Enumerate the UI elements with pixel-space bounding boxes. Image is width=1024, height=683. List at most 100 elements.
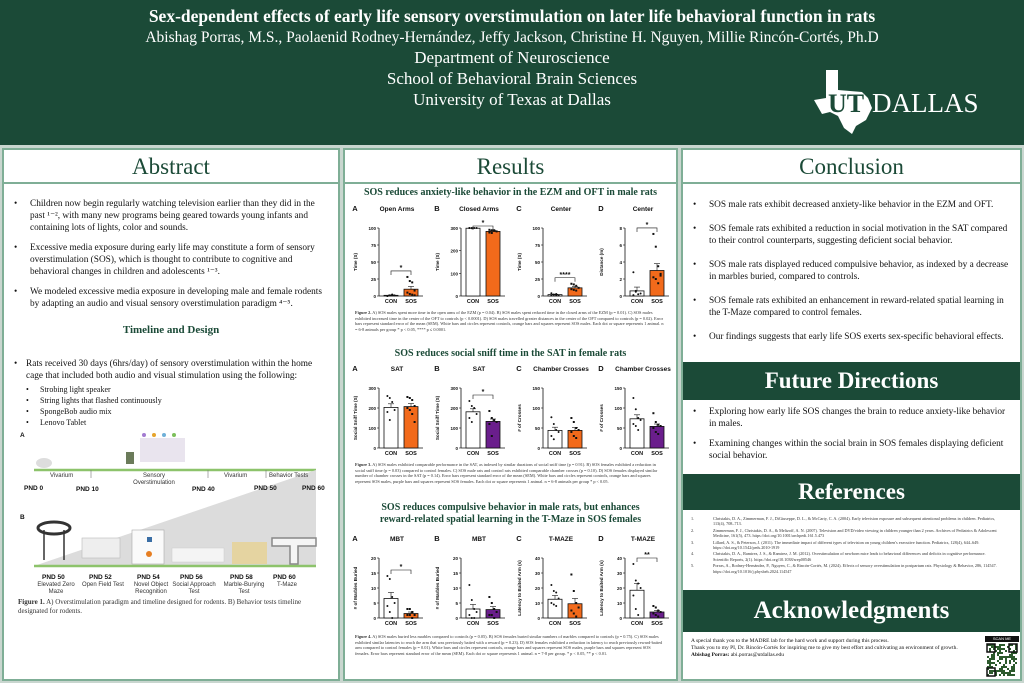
qr-module — [1009, 660, 1011, 662]
qr-module — [1005, 672, 1007, 674]
contact-email[interactable]: abi.porras@utdallas.edu — [730, 652, 785, 658]
fig1-label-a: A — [20, 432, 25, 439]
data-point — [493, 419, 496, 421]
qr-module — [1005, 656, 1007, 658]
qr-module — [1009, 662, 1011, 664]
data-point — [657, 423, 660, 426]
test-pnd-label: PND 50 — [42, 574, 65, 581]
x-tick-label: CON — [385, 451, 397, 457]
data-point — [490, 602, 493, 604]
chart-title: SAT — [473, 366, 486, 373]
data-point — [570, 431, 573, 433]
data-point — [637, 293, 640, 296]
qr-module — [997, 670, 999, 672]
acknowledgments-heading: Acknowledgments — [683, 590, 1020, 632]
qr-module — [1009, 656, 1011, 658]
pnd-label: PND 0 — [24, 485, 44, 492]
data-point — [577, 606, 580, 609]
qr-module — [997, 660, 999, 662]
data-point — [632, 397, 635, 399]
data-point — [572, 590, 575, 592]
y-tick-label: 75 — [371, 243, 377, 248]
qr-module — [1013, 656, 1015, 658]
qr-module — [987, 656, 989, 658]
x-tick-label: SOS — [569, 299, 581, 305]
chart-title: MBT — [472, 536, 486, 543]
data-point — [659, 425, 662, 427]
data-point — [659, 611, 662, 613]
data-point — [386, 395, 389, 397]
data-point — [468, 614, 471, 616]
data-point — [652, 276, 655, 279]
conclusion-bullet: SOS male rats displayed reduced compulsi… — [683, 259, 1010, 283]
data-point — [657, 609, 660, 612]
panel-letter: D — [598, 364, 604, 373]
reference-number: 3. — [691, 539, 695, 545]
fig4-title: SOS reduces compulsive behavior in male … — [379, 502, 642, 525]
chart-title: Center — [551, 206, 572, 213]
data-point — [488, 596, 491, 598]
school: School of Behavioral Brain Sciences — [386, 69, 638, 88]
data-point — [572, 435, 575, 437]
conclusion-bullet: SOS female rats exhibited a reduction in… — [683, 223, 1010, 247]
y-tick-label: 0 — [537, 294, 540, 299]
reference-text: Christakis, D. A., Zimmerman, F. J., DiG… — [713, 516, 996, 527]
y-tick-label: 50 — [535, 426, 541, 431]
data-point — [639, 292, 642, 295]
data-point — [408, 614, 411, 616]
data-point — [637, 417, 640, 419]
data-point — [470, 405, 473, 407]
qr-module — [1013, 652, 1015, 654]
design-list: Rats received 30 days (6hrs/day) of sens… — [4, 358, 338, 382]
qr-module — [1013, 670, 1015, 672]
qr-module — [991, 666, 993, 668]
y-tick-label: 0 — [537, 446, 540, 451]
data-point — [468, 400, 471, 402]
chart-title: Closed Arms — [459, 206, 499, 213]
data-point — [550, 294, 553, 297]
qr-code[interactable]: SCAN ME — [985, 636, 1019, 680]
future-bullet: Exploring how early life SOS changes the… — [683, 406, 1010, 430]
figure-2-caption: Figure 2. A) SOS males spent more time i… — [345, 310, 676, 332]
data-point — [406, 291, 409, 294]
significance-stars: * — [646, 222, 649, 229]
data-point — [577, 286, 580, 289]
x-tick-label: SOS — [569, 451, 581, 457]
overstimulation-cage-icon — [140, 438, 185, 462]
data-point — [473, 227, 476, 229]
qr-module — [1009, 670, 1011, 672]
data-point — [575, 284, 578, 287]
qr-module — [993, 652, 995, 654]
y-tick-label: 20 — [535, 586, 541, 591]
bar-chart-4a: A MBT 0 5 10 15 20 # of Marbles Buried CON SOS * — [352, 534, 423, 627]
test-name-label: Elevated Zero Maze — [37, 582, 75, 595]
bar-chart-4d: D T-MAZE 0 10 20 30 40 Latency to Baited Arm (s… — [598, 534, 669, 627]
qr-module — [993, 656, 995, 658]
y-tick-label: 100 — [450, 271, 458, 276]
reference-number: 4. — [691, 551, 695, 557]
fig1-label-b: B — [20, 514, 25, 521]
qr-module — [1001, 648, 1003, 650]
qr-module — [999, 662, 1001, 664]
bar-con — [383, 407, 399, 449]
reference-text: Christakis, D. A., Ramirez, J. S., & Ram… — [713, 551, 986, 562]
significance-stars: * — [482, 389, 485, 396]
data-point — [550, 435, 553, 437]
data-point — [652, 605, 655, 607]
panel-letter: C — [516, 534, 522, 543]
test-pnd-label: PND 60 — [273, 574, 296, 581]
acknowledgments-text: A special thank you to the MADRE lab for… — [683, 632, 983, 665]
significance-bracket — [636, 557, 658, 562]
y-axis-label: Social Sniff Time (S) — [353, 395, 358, 440]
design-item: Strobing light speaker — [4, 384, 338, 395]
ezm-icon — [36, 520, 72, 560]
qr-module — [989, 648, 991, 650]
qr-module — [995, 672, 997, 674]
qr-module — [1011, 674, 1013, 676]
y-axis-label: # of Crosses — [517, 404, 522, 432]
x-tick-label: SOS — [405, 621, 417, 627]
qr-module — [1007, 668, 1009, 670]
data-point — [406, 407, 409, 409]
qr-module — [1007, 674, 1009, 676]
qr-module — [991, 654, 993, 656]
